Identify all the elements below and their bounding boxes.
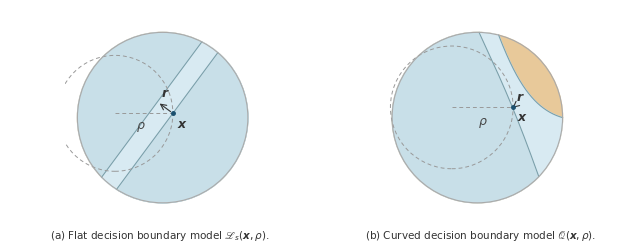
- Text: $\boldsymbol{x}$: $\boldsymbol{x}$: [517, 111, 528, 124]
- Text: $\rho$: $\rho$: [136, 120, 145, 134]
- Polygon shape: [479, 32, 563, 177]
- Text: (a) Flat decision boundary model $\mathscr{L}_s(\boldsymbol{x}, \rho)$.: (a) Flat decision boundary model $\maths…: [50, 229, 270, 243]
- Circle shape: [392, 32, 563, 203]
- Polygon shape: [102, 42, 218, 189]
- Text: $\boldsymbol{r}$: $\boldsymbol{r}$: [161, 87, 170, 100]
- Polygon shape: [392, 32, 539, 203]
- Text: $\boldsymbol{x}$: $\boldsymbol{x}$: [177, 118, 188, 131]
- Polygon shape: [77, 32, 248, 203]
- Text: $\rho$: $\rho$: [477, 116, 487, 130]
- Text: (b) Curved decision boundary model $\mathscr{Q}(\boldsymbol{x}, \rho)$.: (b) Curved decision boundary model $\mat…: [365, 229, 595, 243]
- Text: $\boldsymbol{r}$: $\boldsymbol{r}$: [516, 91, 525, 104]
- Circle shape: [77, 32, 248, 203]
